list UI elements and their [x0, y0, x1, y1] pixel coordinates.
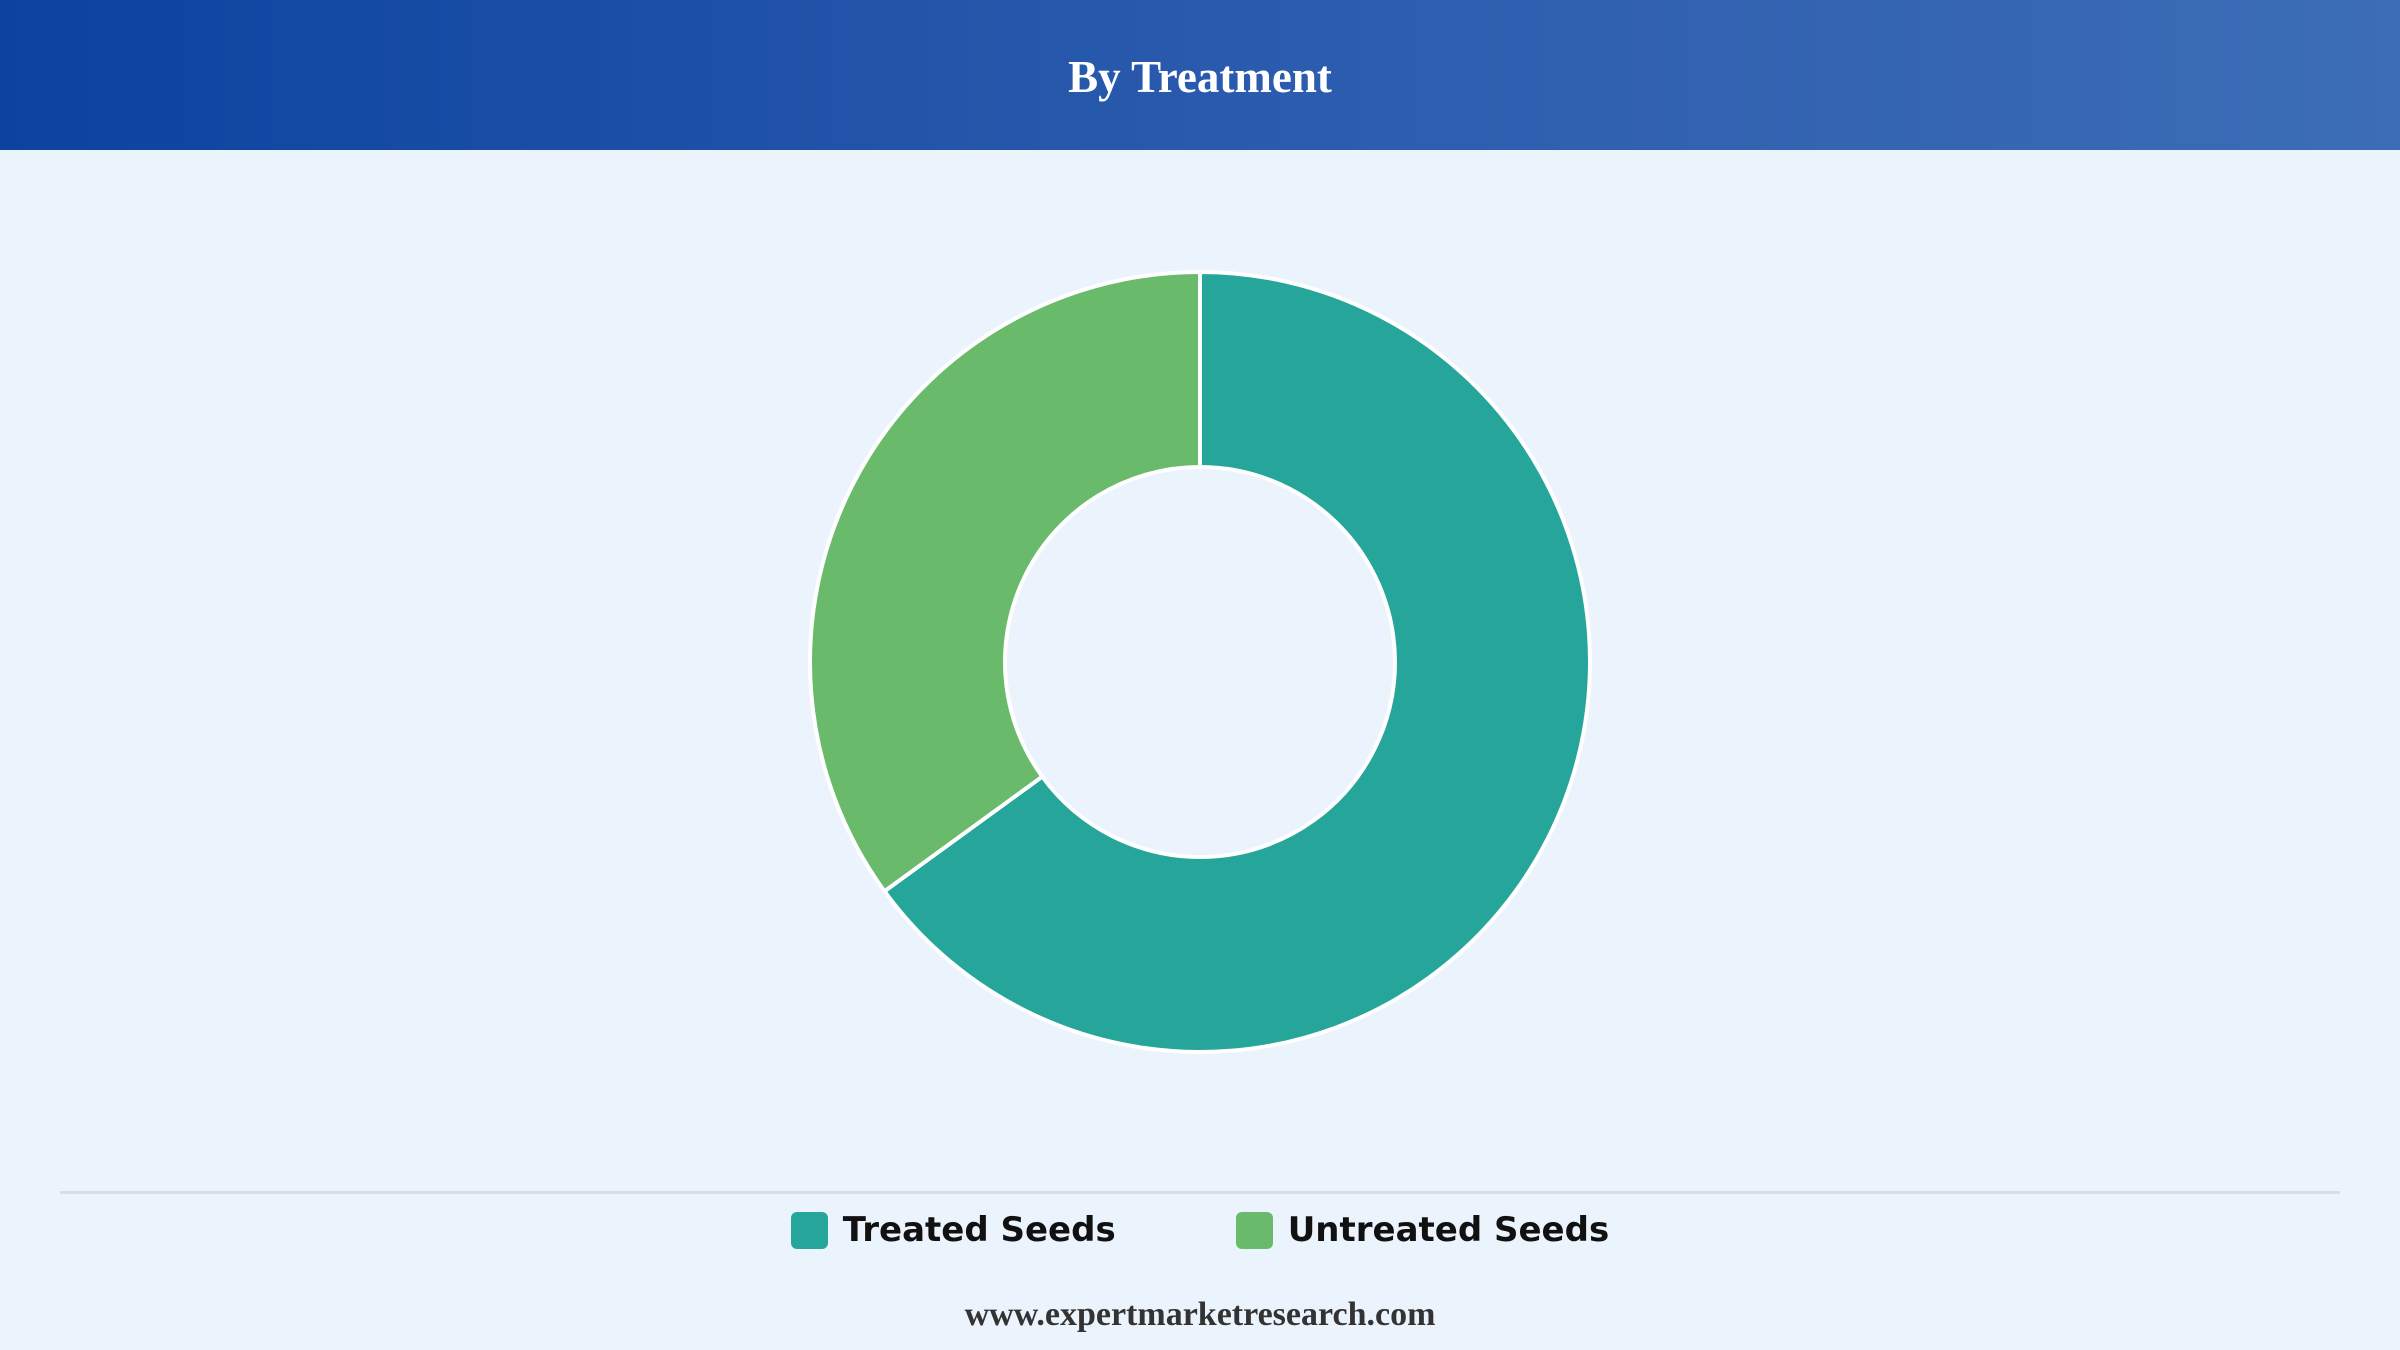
legend-label-untreated-seeds: Untreated Seeds: [1287, 1210, 1610, 1250]
donut-slice-untreated-seeds[interactable]: [808, 270, 1202, 894]
donut-chart: [808, 270, 1592, 1054]
legend-swatch-treated-seeds: [790, 1211, 828, 1249]
legend-item-untreated-seeds[interactable]: Untreated Seeds: [1235, 1210, 1610, 1250]
legend-label-treated-seeds: Treated Seeds: [842, 1210, 1116, 1250]
chart-area: [0, 150, 2400, 1190]
page-title: By Treatment: [1068, 52, 1332, 102]
legend-swatch-untreated-seeds: [1235, 1211, 1273, 1249]
legend-divider: [60, 1191, 2340, 1194]
footer-website[interactable]: www.expertmarketresearch.com: [964, 1296, 1436, 1333]
donut-slice-treated-seeds[interactable]: [882, 270, 1592, 1054]
legend-item-treated-seeds[interactable]: Treated Seeds: [790, 1210, 1116, 1250]
header-bar: By Treatment: [0, 0, 2400, 150]
chart-legend: Treated Seeds Untreated Seeds: [0, 1204, 2400, 1256]
